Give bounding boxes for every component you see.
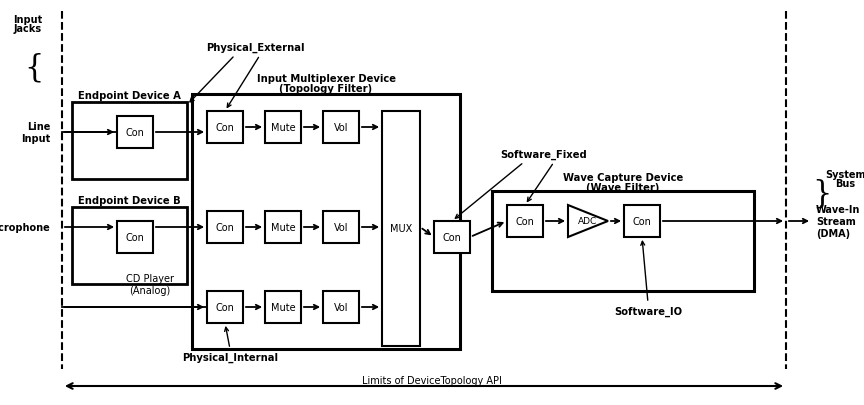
Polygon shape (568, 205, 608, 237)
Text: Con: Con (632, 216, 651, 226)
Text: Con: Con (125, 128, 144, 138)
Text: (Topology Filter): (Topology Filter) (279, 84, 372, 94)
Bar (624, 205, 660, 237)
Text: }: } (812, 178, 832, 209)
Text: Vol: Vol (334, 123, 348, 133)
Text: Con: Con (516, 216, 535, 226)
Text: Endpoint Device A: Endpoint Device A (78, 91, 181, 101)
Text: Mute: Mute (270, 302, 295, 312)
Text: Vol: Vol (334, 302, 348, 312)
Bar (323, 291, 359, 323)
Bar (265, 211, 301, 243)
Text: (Wave Filter): (Wave Filter) (587, 183, 660, 192)
Text: Wave Capture Device: Wave Capture Device (562, 173, 683, 183)
Text: Mute: Mute (270, 123, 295, 133)
Bar (72, 103, 187, 179)
Text: Input Multiplexer Device: Input Multiplexer Device (257, 74, 396, 84)
Text: Microphone: Microphone (0, 222, 50, 232)
Text: Con: Con (125, 232, 144, 243)
Text: Con: Con (215, 222, 234, 232)
Text: Con: Con (215, 302, 234, 312)
Text: Wave-In
Stream
(DMA): Wave-In Stream (DMA) (816, 205, 861, 238)
Bar (492, 192, 754, 291)
Bar (382, 112, 420, 346)
Text: Endpoint Device B: Endpoint Device B (78, 196, 181, 205)
Text: Software_IO: Software_IO (614, 306, 682, 316)
Text: ADC: ADC (578, 217, 598, 226)
Bar (323, 112, 359, 144)
Text: Line
Input: Line Input (21, 122, 50, 143)
Text: MUX: MUX (390, 224, 412, 234)
Text: Con: Con (215, 123, 234, 133)
Bar (207, 112, 243, 144)
Bar (117, 117, 153, 149)
Text: Physical_Internal: Physical_Internal (182, 352, 278, 362)
Text: Bus: Bus (835, 179, 855, 189)
Text: Software_Fixed: Software_Fixed (500, 149, 588, 160)
Bar (434, 222, 470, 254)
Bar (207, 211, 243, 243)
Text: Mute: Mute (270, 222, 295, 232)
Text: System: System (825, 170, 864, 179)
Text: Physical_External: Physical_External (206, 43, 304, 53)
Bar (192, 95, 460, 349)
Bar (265, 112, 301, 144)
Bar (507, 205, 543, 237)
Text: Input: Input (13, 15, 42, 25)
Text: Con: Con (442, 232, 461, 243)
Text: CD Player
(Analog): CD Player (Analog) (126, 273, 174, 295)
Text: {: { (24, 52, 44, 83)
Text: Jacks: Jacks (14, 24, 42, 34)
Bar (323, 211, 359, 243)
Text: Limits of DeviceTopology API: Limits of DeviceTopology API (362, 375, 502, 385)
Bar (265, 291, 301, 323)
Bar (117, 222, 153, 254)
Text: Vol: Vol (334, 222, 348, 232)
Bar (207, 291, 243, 323)
Bar (72, 207, 187, 284)
